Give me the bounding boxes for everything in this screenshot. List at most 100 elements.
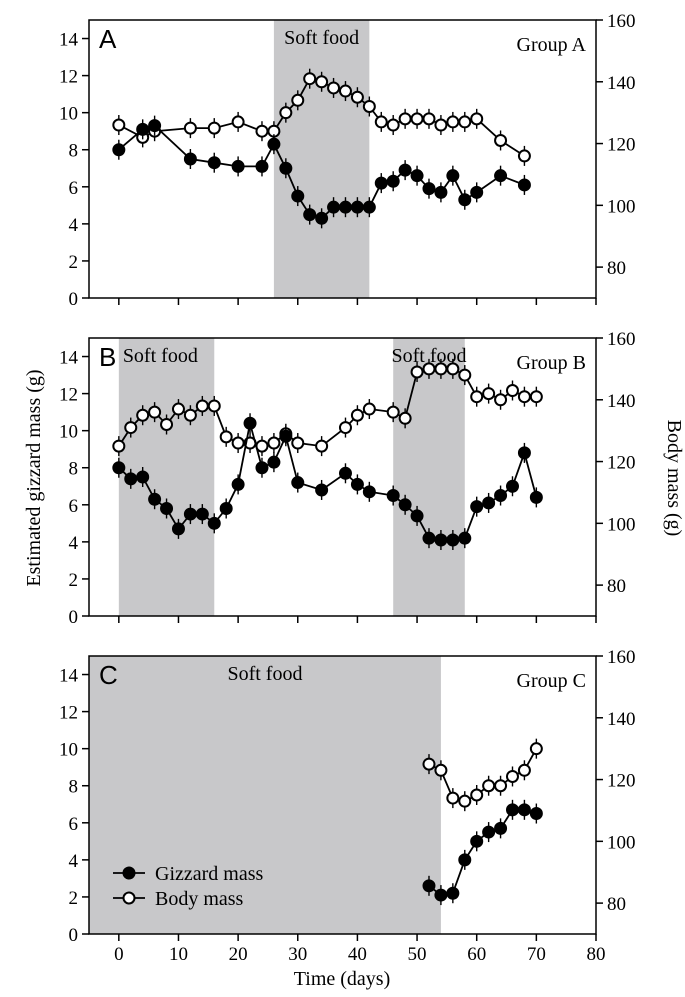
gizzard-mass-point [458,193,472,207]
gizzard-mass-point [434,888,448,902]
gizzard-mass-point [398,163,412,177]
legend-body-marker [122,891,136,905]
gizzard-mass-point [482,825,496,839]
gizzard-mass-point [338,466,352,480]
gizzard-mass-point [362,200,376,214]
right-y-tick-label: 100 [607,514,636,535]
gizzard-mass-line [428,808,537,897]
right-y-tick-label: 100 [607,832,636,853]
gizzard-mass-point [517,178,531,192]
panel-frame [88,655,597,935]
left-y-tick-label: 2 [69,570,79,591]
panel-frame [88,337,597,617]
left-y-tick-label: 0 [69,925,79,946]
body-mass-point [207,399,221,413]
right-y-tick-label: 80 [607,576,626,597]
left-y-tick-label: 6 [69,814,79,835]
left-y-tick-label: 6 [69,178,79,199]
body-mass-point [434,362,448,376]
body-mass-point [112,118,126,132]
body-mass-point [386,405,400,419]
legend-body-label: Body mass [155,888,244,910]
right-y-axis-title: Body mass (g) [663,420,685,537]
soft-food-shaded-period [273,20,370,298]
body-mass-point [398,112,412,126]
body-mass-point [505,384,519,398]
body-mass-point [470,390,484,404]
gizzard-mass-point [470,500,484,514]
left-y-tick-label: 10 [59,422,78,443]
panel-letter: C [99,660,118,690]
gizzard-mass-point [494,169,508,183]
gizzard-mass-point [279,429,293,443]
body-mass-point [494,133,508,147]
gizzard-mass-point [243,416,257,430]
left-y-tick-label: 12 [59,385,78,406]
panel-letter: A [99,24,117,54]
right-y-tick-label: 140 [607,73,636,94]
soft-food-shaded-period [393,338,465,616]
body-mass-point [255,124,269,138]
left-y-tick-label: 4 [69,533,79,554]
soft-food-label: Soft food [391,345,466,367]
body-mass-line [428,748,538,803]
body-mass-point [374,115,388,129]
gizzard-mass-point [374,176,388,190]
body-mass-point [458,115,472,129]
gizzard-mass-point [517,446,531,460]
right-y-tick-label: 160 [607,329,636,350]
body-mass-point [231,436,245,450]
body-mass-point [183,121,197,135]
body-mass-point [148,405,162,419]
left-y-tick-label: 10 [59,104,78,125]
left-y-tick-label: 4 [69,215,79,236]
gizzard-mass-point [350,200,364,214]
left-y-tick-label: 2 [69,888,79,909]
gizzard-mass-point [148,119,162,133]
body-mass-point [207,121,221,135]
x-tick-label: 40 [348,944,367,965]
body-mass-point [410,112,424,126]
left-y-tick-label: 6 [69,496,79,517]
soft-food-label: Soft food [284,27,359,49]
gizzard-mass-point [517,803,531,817]
body-mass-point [327,81,341,95]
gizzard-mass-point [291,189,305,203]
left-y-tick-label: 8 [69,141,79,162]
gizzard-mass-point [255,159,269,173]
gizzard-mass-point [446,169,460,183]
panel-frame [88,19,597,299]
gizzard-mass-point [315,483,329,497]
gizzard-mass-point [124,472,138,486]
right-y-tick-label: 80 [607,258,626,279]
body-mass-point [494,779,508,793]
left-y-axis-title: Estimated gizzard mass (g) [23,369,45,586]
gizzard-mass-point [231,159,245,173]
body-mass-point [446,362,460,376]
right-y-tick-label: 140 [607,709,636,730]
gizzard-mass-point [327,200,341,214]
right-y-tick-label: 120 [607,135,636,156]
soft-food-label: Soft food [123,345,198,367]
gizzard-mass-point [410,169,424,183]
gizzard-mass-point [505,803,519,817]
gizzard-mass-point [458,853,472,867]
body-mass-point [505,769,519,783]
body-mass-point [338,84,352,98]
x-tick-label: 20 [229,944,248,965]
gizzard-mass-point [422,182,436,196]
gizzard-mass-point [458,531,472,545]
gizzard-mass-point [267,455,281,469]
gizzard-mass-point [529,807,543,821]
legend-gizzard-marker [122,866,136,880]
gizzard-mass-point [315,211,329,225]
gizzard-mass-point [291,476,305,490]
gizzard-mass-point [386,489,400,503]
group-label: Group A [517,34,587,56]
x-tick-label: 0 [114,944,124,965]
gizzard-mass-point [482,496,496,510]
gizzard-mass-point [171,522,185,536]
body-mass-point [279,106,293,120]
soft-food-label: Soft food [227,663,302,685]
